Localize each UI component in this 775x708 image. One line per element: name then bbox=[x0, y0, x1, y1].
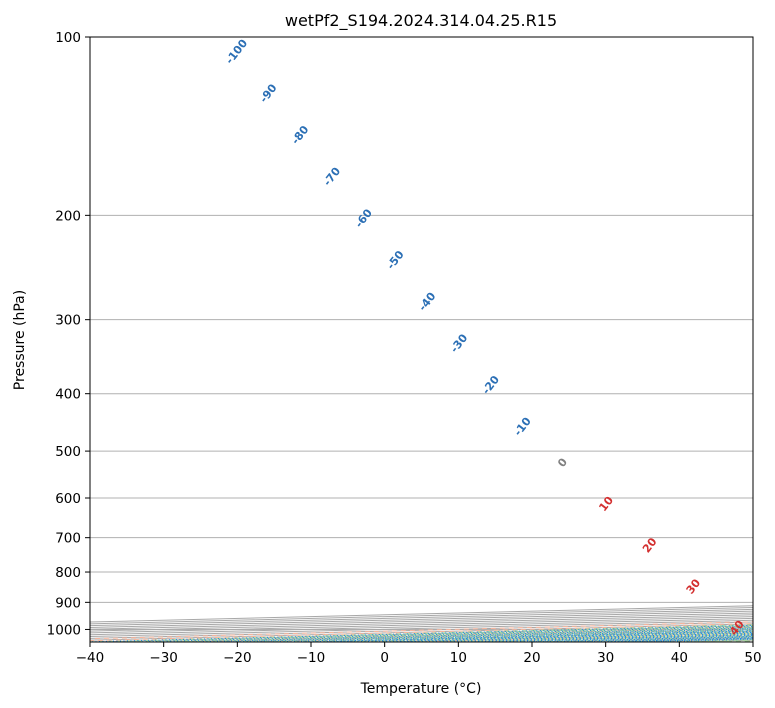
y-tick-label: 400 bbox=[55, 387, 81, 403]
y-tick-label: 900 bbox=[55, 595, 81, 611]
y-tick-label: 500 bbox=[55, 444, 81, 460]
y-tick-label: 100 bbox=[55, 30, 81, 46]
x-tick-label: 20 bbox=[523, 650, 540, 666]
y-axis: 100 200 300 400 500 600 700 800 900 1000 bbox=[47, 30, 90, 638]
x-tick-label: 30 bbox=[597, 650, 614, 666]
x-tick-label: 0 bbox=[380, 650, 389, 666]
y-tick-label: 300 bbox=[55, 313, 81, 329]
y-tick-label: 200 bbox=[55, 208, 81, 224]
x-tick-label: −30 bbox=[149, 650, 178, 666]
x-tick-label: 10 bbox=[450, 650, 467, 666]
y-tick-label: 800 bbox=[55, 565, 81, 581]
x-tick-label: −20 bbox=[223, 650, 252, 666]
x-tick-label: −10 bbox=[297, 650, 326, 666]
plot-frame bbox=[89, 36, 754, 643]
background-lines bbox=[90, 37, 753, 642]
x-tick-label: −40 bbox=[76, 650, 105, 666]
chart-title: wetPf2_S194.2024.314.04.25.R15 bbox=[285, 11, 557, 31]
x-tick-label: 50 bbox=[744, 650, 761, 666]
y-tick-label: 1000 bbox=[47, 622, 81, 638]
y-tick-label: 600 bbox=[55, 491, 81, 507]
x-axis-label: Temperature (°C) bbox=[360, 681, 482, 697]
x-axis: −40 −30 −20 −10 0 10 20 30 40 50 bbox=[76, 642, 762, 666]
y-tick-label: 700 bbox=[55, 531, 81, 547]
x-tick-label: 40 bbox=[671, 650, 688, 666]
y-axis-label: Pressure (hPa) bbox=[12, 290, 28, 390]
